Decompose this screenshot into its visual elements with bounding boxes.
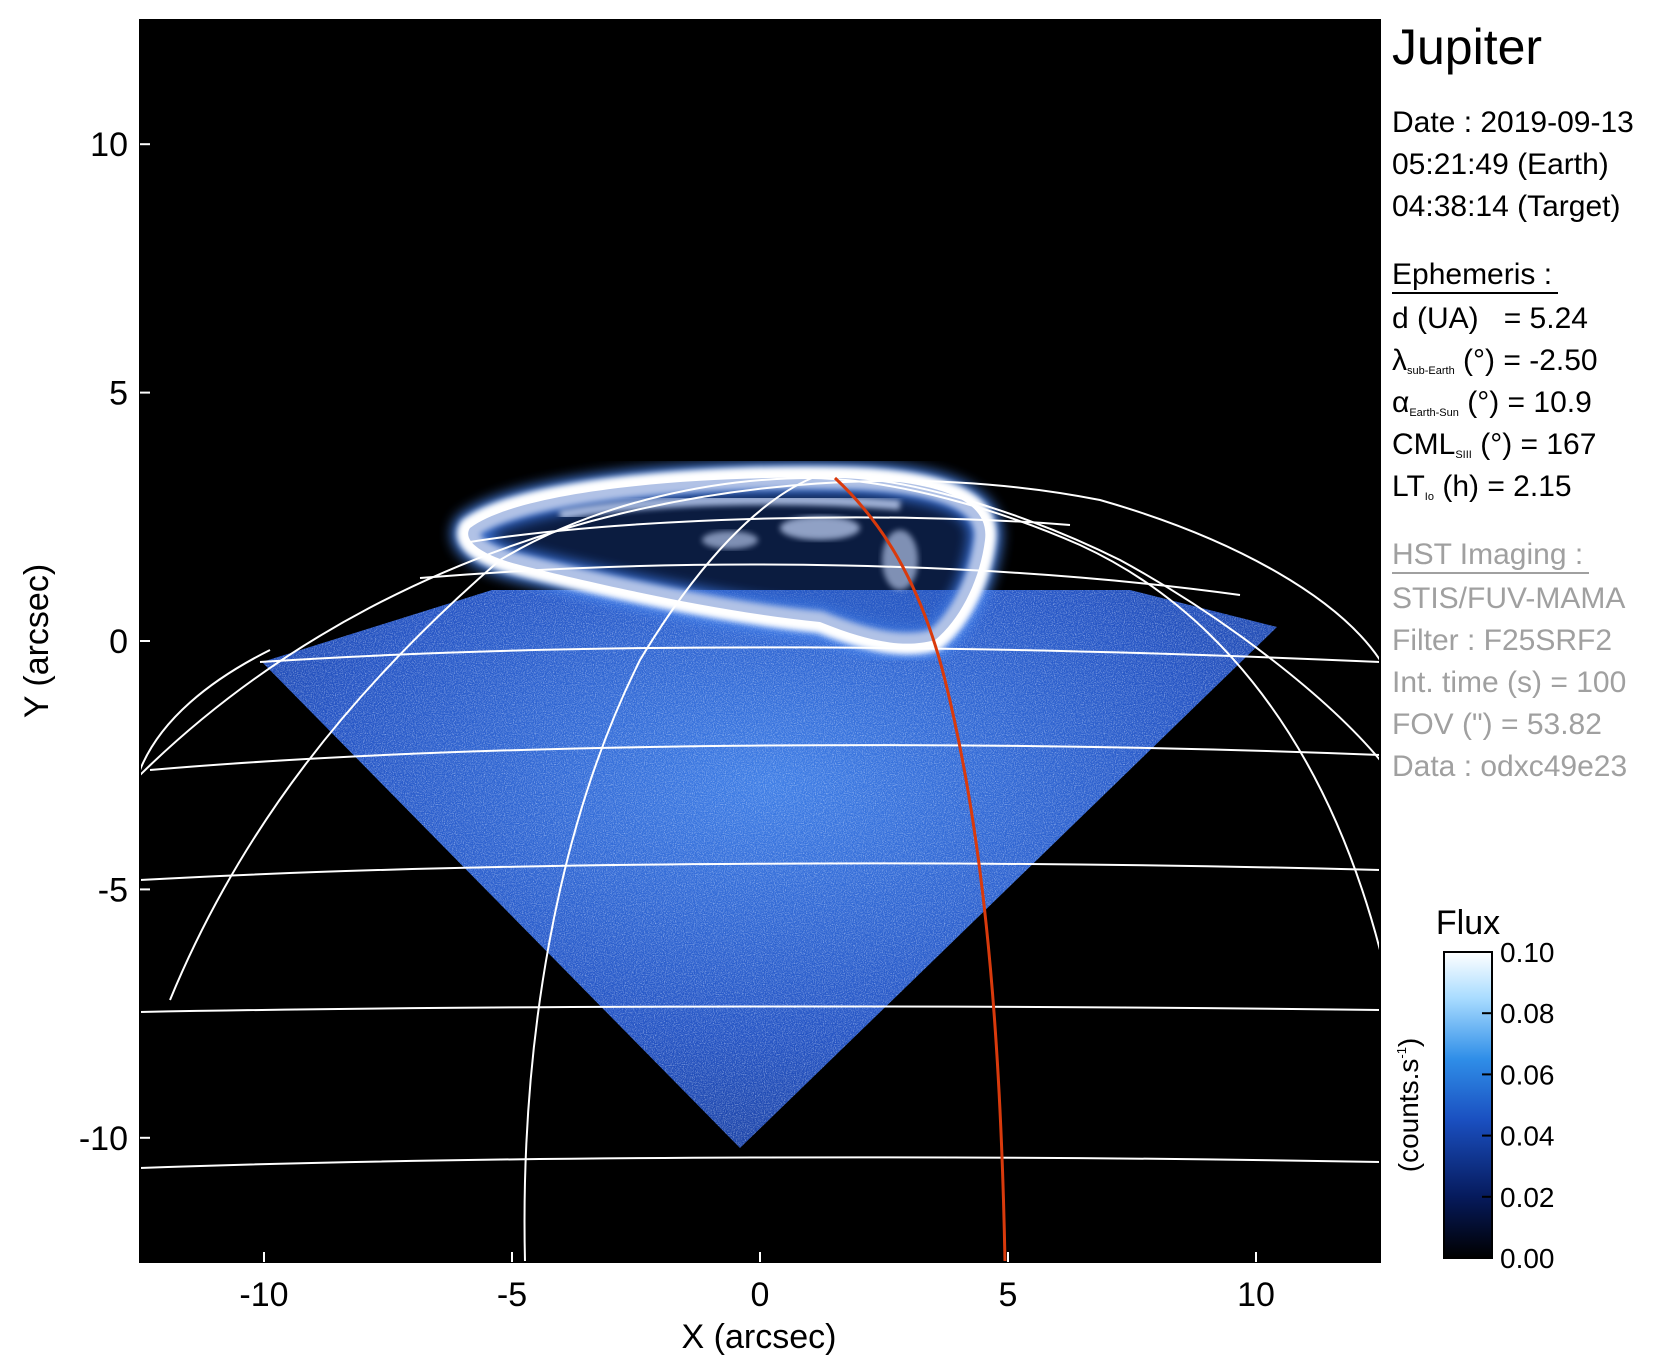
y-tick-label: -10	[79, 1120, 128, 1158]
date-line-1: Date : 2019-09-13	[1392, 106, 1634, 139]
planet-grid	[140, 475, 1380, 1262]
x-axis-label: X (arcsec)	[682, 1318, 837, 1356]
x-ticks: -10 -5 0 5 10	[239, 1252, 1275, 1314]
y-tick-label: 0	[109, 623, 128, 661]
ephemeris-header: Ephemeris :	[1392, 254, 1559, 296]
date-line-2: 05:21:49 (Earth)	[1392, 148, 1609, 181]
target-title: Jupiter	[1392, 19, 1543, 75]
hst-dataset: Data : odxc49e23	[1392, 750, 1628, 783]
ephemeris-sub-earth-latitude: λsub-Earth (°) = -2.50	[1392, 344, 1598, 377]
colorbar-unit-label: (counts.s-1)	[1393, 1038, 1424, 1173]
y-tick-label: 10	[90, 126, 128, 164]
hst-header: HST Imaging :	[1392, 534, 1590, 576]
ephemeris-phase-angle: αEarth-Sun (°) = 10.9	[1392, 386, 1592, 419]
hst-instrument: STIS/FUV-MAMA	[1392, 582, 1626, 615]
colorbar-tick-label: 0.04	[1500, 1121, 1555, 1152]
hst-integration-time: Int. time (s) = 100	[1392, 666, 1627, 699]
colorbar-ticks: 0.10 0.08 0.06 0.04 0.02 0.00	[1482, 937, 1555, 1274]
y-tick-label: -5	[98, 871, 128, 909]
colorbar: Flux 0.10 0.08 0.06 0.04 0.02 0.00 (counts.s-…	[1393, 904, 1555, 1274]
date-line-3: 04:38:14 (Target)	[1392, 190, 1621, 223]
y-ticks: 10 5 0 -5 -10	[79, 126, 150, 1158]
highlight-meridian	[833, 476, 1007, 1262]
y-tick-label: 5	[109, 375, 128, 413]
ephemeris-io-local-time: LTIo (h) = 2.15	[1392, 470, 1572, 503]
x-tick-label: 10	[1237, 1276, 1275, 1314]
x-tick-label: -5	[497, 1276, 527, 1314]
colorbar-tick-label: 0.10	[1500, 937, 1555, 968]
y-axis-label: Y (arcsec)	[18, 564, 56, 718]
colorbar-gradient	[1443, 951, 1493, 1259]
ephemeris-distance: d (UA) = 5.24	[1392, 302, 1588, 335]
colorbar-title: Flux	[1436, 904, 1500, 942]
colorbar-tick-label: 0.02	[1500, 1182, 1555, 1213]
hst-filter: Filter : F25SRF2	[1392, 624, 1613, 657]
colorbar-tick-label: 0.08	[1500, 998, 1555, 1029]
x-tick-label: 0	[751, 1276, 770, 1314]
hst-fov: FOV (") = 53.82	[1392, 708, 1602, 741]
ephemeris-cml: CMLSIII (°) = 167	[1392, 428, 1597, 461]
colorbar-tick-label: 0.00	[1500, 1243, 1555, 1274]
colorbar-tick-label: 0.06	[1500, 1059, 1555, 1090]
x-tick-label: -10	[239, 1276, 288, 1314]
x-tick-label: 5	[999, 1276, 1018, 1314]
